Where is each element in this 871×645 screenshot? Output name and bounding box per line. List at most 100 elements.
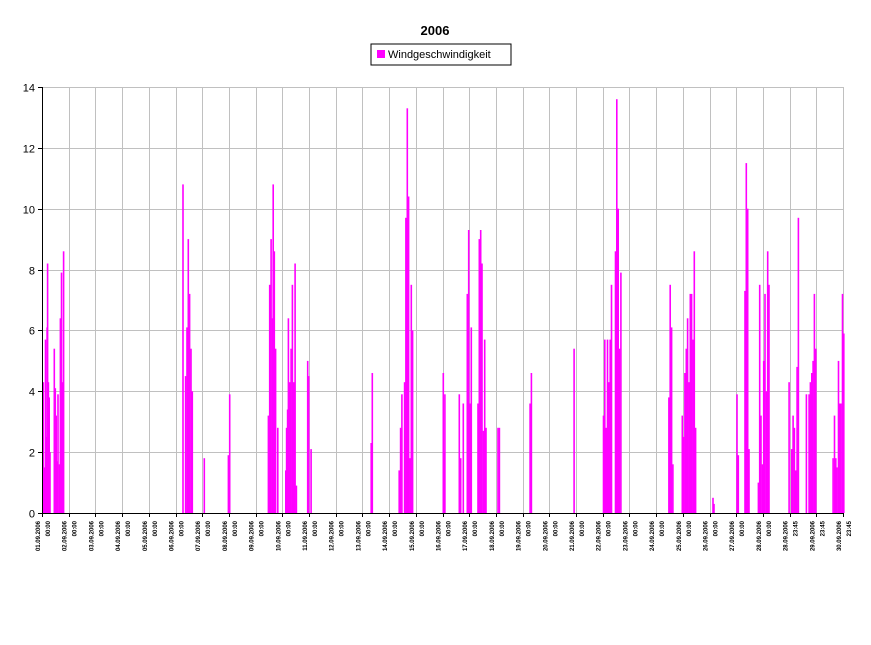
- x-tick-label: 10.09.2006 00:00: [276, 520, 292, 551]
- x-tick-date: 12.09.2006: [330, 520, 336, 551]
- wind-bar: [190, 348, 192, 513]
- wind-bar: [485, 427, 487, 513]
- x-tick-date: 28.09.2006: [757, 520, 763, 551]
- wind-bar: [310, 449, 312, 513]
- x-tick-label: 02.09.2006 00:00: [63, 520, 79, 551]
- x-tick-date: 11.09.2006: [303, 520, 309, 550]
- x-axis-ticks: 01.09.2006 00:00 02.09.2006 00:00 03.09.2006…: [36, 513, 853, 551]
- x-tick-date: 03.09.2006: [89, 520, 95, 551]
- wind-bar: [47, 382, 50, 513]
- wind-bar: [617, 208, 619, 513]
- wind-bar: [672, 464, 674, 513]
- x-tick-date: 26.09.2006: [704, 520, 710, 551]
- x-tick-date: 07.09.2006: [196, 520, 202, 551]
- wind-bar: [841, 293, 844, 513]
- x-tick-time: 00:00: [420, 520, 426, 536]
- wind-bar: [227, 455, 230, 513]
- x-tick-date: 08.09.2006: [223, 520, 229, 551]
- wind-bar: [406, 108, 409, 514]
- x-tick-date: 05.09.2006: [143, 520, 149, 551]
- x-tick-time: 00:00: [366, 520, 372, 536]
- wind-bar: [832, 458, 834, 513]
- legend-label: Windgeschwindigkeit: [388, 49, 491, 61]
- wind-bar: [681, 415, 684, 513]
- x-tick-label: 30.09.2006 23:45: [837, 520, 853, 551]
- x-tick-date: 09.09.2006: [250, 520, 256, 551]
- wind-bar: [444, 394, 446, 513]
- wind-bar: [796, 366, 798, 513]
- x-tick-label: 19.09.2006 00:00: [517, 520, 533, 551]
- x-tick-label: 27.09.2006 00:00: [730, 520, 746, 551]
- x-tick-label: 18.09.2006 00:00: [490, 520, 506, 551]
- x-tick-time: 00:00: [633, 520, 639, 536]
- wind-bar: [746, 208, 749, 513]
- x-tick-time: 00:00: [153, 520, 159, 536]
- wind-bar: [616, 99, 618, 513]
- x-tick-label: 28.09.2006 00:00: [757, 520, 773, 551]
- x-tick-label: 11.09.2006 00:00: [303, 520, 319, 550]
- wind-bar: [403, 382, 406, 513]
- x-tick-label: 17.09.2006 00:00: [463, 520, 479, 551]
- x-tick-label: 26.09.2006 00:00: [704, 520, 720, 551]
- wind-bar: [401, 394, 403, 513]
- wind-bar: [306, 360, 309, 513]
- x-tick-label: 25.09.2006 00:00: [677, 520, 693, 551]
- chart-title: 2006: [421, 23, 450, 38]
- y-tick-label: 10: [23, 205, 35, 217]
- wind-bar: [815, 348, 817, 513]
- wind-bar: [605, 427, 607, 513]
- wind-bar: [477, 403, 479, 513]
- wind-bar: [57, 394, 59, 513]
- x-tick-time: 00:00: [473, 520, 479, 536]
- wind-bar: [272, 184, 274, 513]
- wind-bar: [268, 284, 271, 513]
- wind-bar: [54, 388, 57, 513]
- y-tick-label: 0: [29, 509, 35, 521]
- x-tick-time: 00:00: [340, 520, 346, 536]
- wind-bar: [682, 436, 685, 513]
- x-tick-label: 09.09.2006 00:00: [250, 520, 266, 551]
- wind-bar: [411, 330, 414, 513]
- x-tick-time: 23:45: [794, 520, 800, 536]
- wind-bar: [497, 427, 499, 513]
- x-tick-label: 21.09.2006 00:00: [570, 520, 586, 551]
- wind-bar: [203, 458, 206, 513]
- wind-bar: [606, 339, 609, 513]
- wind-bar: [482, 430, 485, 513]
- wind-bar: [809, 382, 812, 513]
- y-tick-label: 2: [29, 448, 35, 460]
- x-tick-date: 27.09.2006: [730, 520, 736, 551]
- x-tick-label: 20.09.2006 00:00: [543, 520, 559, 551]
- x-tick-label: 04.09.2006 00:00: [116, 520, 132, 551]
- x-tick-date: 23.09.2006: [623, 520, 629, 551]
- wind-bar: [443, 452, 445, 513]
- wind-bar: [602, 415, 605, 513]
- wind-bar: [748, 449, 750, 513]
- wind-bar: [690, 293, 693, 513]
- wind-bar: [42, 382, 45, 513]
- x-tick-time: 00:00: [260, 520, 266, 536]
- wind-bar: [764, 293, 766, 513]
- wind-bar: [609, 339, 611, 513]
- x-tick-label: 28.09.2006 23:45: [784, 520, 800, 551]
- wind-bar: [792, 415, 794, 513]
- wind-bar: [273, 251, 276, 514]
- wind-bar: [843, 333, 845, 513]
- wind-bar: [469, 403, 471, 513]
- x-tick-label: 24.09.2006 00:00: [650, 520, 666, 551]
- wind-bar: [398, 470, 400, 513]
- wind-bar: [409, 458, 411, 513]
- wind-bar: [294, 263, 296, 513]
- wind-bar: [811, 373, 813, 513]
- wind-bar: [56, 461, 58, 513]
- x-tick-label: 15.09.2006 00:00: [410, 520, 426, 551]
- wind-bar: [483, 339, 486, 513]
- wind-bar: [757, 482, 760, 513]
- wind-bar: [836, 467, 838, 513]
- wind-bar: [307, 376, 310, 513]
- x-tick-time: 00:00: [660, 520, 666, 536]
- wind-bar: [693, 251, 696, 514]
- x-tick-label: 23.09.2006 00:00: [623, 520, 639, 551]
- x-tick-date: 17.09.2006: [463, 520, 469, 551]
- wind-bar: [761, 464, 764, 513]
